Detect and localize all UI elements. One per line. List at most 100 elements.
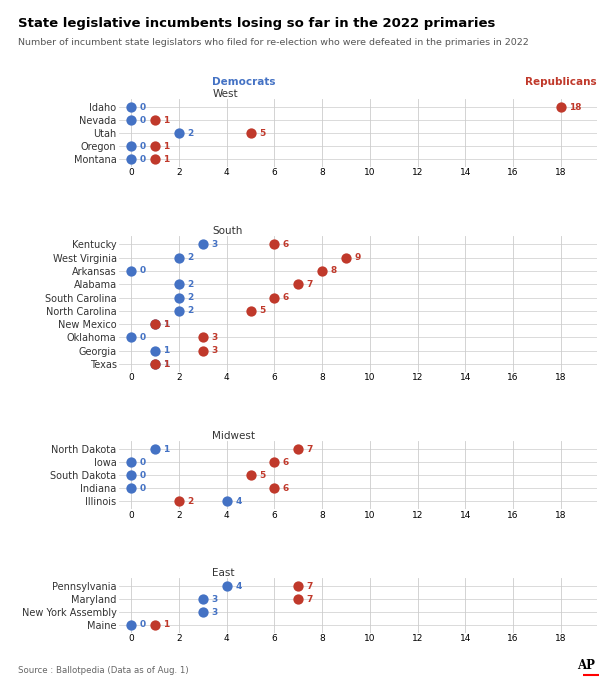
Text: 1: 1 [163,445,170,453]
Point [151,141,160,152]
Point [556,101,566,112]
Text: 3: 3 [211,240,217,249]
Text: Midwest: Midwest [212,432,255,441]
Point [126,101,136,112]
Point [126,141,136,152]
Text: 2: 2 [187,280,193,289]
Text: 6: 6 [283,240,289,249]
Point [270,239,280,250]
Point [294,594,304,605]
Point [151,154,160,165]
Point [174,128,184,139]
Point [198,594,208,605]
Text: 3: 3 [211,333,217,342]
Point [126,470,136,481]
Text: Source : Ballotpedia (Data as of Aug. 1): Source : Ballotpedia (Data as of Aug. 1) [18,666,189,675]
Text: 1: 1 [163,142,170,150]
Text: 0: 0 [140,458,146,466]
Text: 0: 0 [140,333,146,342]
Text: 1: 1 [163,620,170,629]
Text: 7: 7 [307,445,313,453]
Point [198,607,208,618]
Text: 5: 5 [259,471,265,479]
Text: 3: 3 [211,346,217,355]
Text: 1: 1 [163,319,170,328]
Text: 7: 7 [307,594,313,603]
Point [198,239,208,250]
Point [174,252,184,263]
Text: 0: 0 [140,116,146,124]
Text: 9: 9 [354,253,361,262]
Point [270,457,280,468]
Text: East: East [212,568,235,579]
Text: 5: 5 [259,129,265,137]
Text: 6: 6 [283,484,289,492]
Point [341,252,351,263]
Point [198,332,208,343]
Text: 0: 0 [140,471,146,479]
Text: 1: 1 [163,319,170,328]
Point [126,483,136,494]
Point [126,154,136,165]
Text: 1: 1 [163,360,170,369]
Point [222,581,232,592]
Text: 2: 2 [187,306,193,315]
Text: 0: 0 [140,142,146,150]
Point [222,496,232,507]
Text: AP: AP [577,659,595,672]
Point [126,620,136,631]
Point [270,483,280,494]
Text: 1: 1 [163,155,170,163]
Point [126,457,136,468]
Point [246,305,256,316]
Text: State legislative incumbents losing so far in the 2022 primaries: State legislative incumbents losing so f… [18,17,496,30]
Point [174,279,184,290]
Text: 0: 0 [140,155,146,163]
Text: 18: 18 [569,103,582,111]
Point [294,581,304,592]
Text: Number of incumbent state legislators who filed for re-election who were defeate: Number of incumbent state legislators wh… [18,38,529,47]
Text: 4: 4 [235,581,242,591]
Text: 2: 2 [187,497,193,506]
Text: 2: 2 [187,129,193,137]
Text: 8: 8 [330,266,337,276]
Text: 6: 6 [283,293,289,302]
Point [151,115,160,126]
Point [294,444,304,455]
Point [151,358,160,369]
Text: 0: 0 [140,484,146,492]
Text: Democrats: Democrats [212,77,276,87]
Text: 1: 1 [163,116,170,124]
Text: 7: 7 [307,280,313,289]
Text: 5: 5 [259,306,265,315]
Point [270,292,280,303]
Text: 3: 3 [211,594,217,603]
Text: West: West [212,89,238,99]
Point [151,319,160,330]
Text: 2: 2 [187,293,193,302]
Text: 3: 3 [211,607,217,616]
Point [151,345,160,356]
Point [126,115,136,126]
Point [246,470,256,481]
Text: Republicans: Republicans [525,77,597,87]
Point [151,358,160,369]
Text: 4: 4 [235,497,242,506]
Text: 0: 0 [140,620,146,629]
Text: 0: 0 [140,266,146,276]
Text: 1: 1 [163,346,170,355]
Text: 2: 2 [187,253,193,262]
Point [174,305,184,316]
Point [151,620,160,631]
Point [198,345,208,356]
Point [151,444,160,455]
Text: South: South [212,226,243,236]
Point [174,292,184,303]
Text: 7: 7 [307,581,313,591]
Text: 6: 6 [283,458,289,466]
Point [294,279,304,290]
Point [318,265,327,276]
Text: 1: 1 [163,360,170,369]
Point [246,128,256,139]
Point [151,319,160,330]
